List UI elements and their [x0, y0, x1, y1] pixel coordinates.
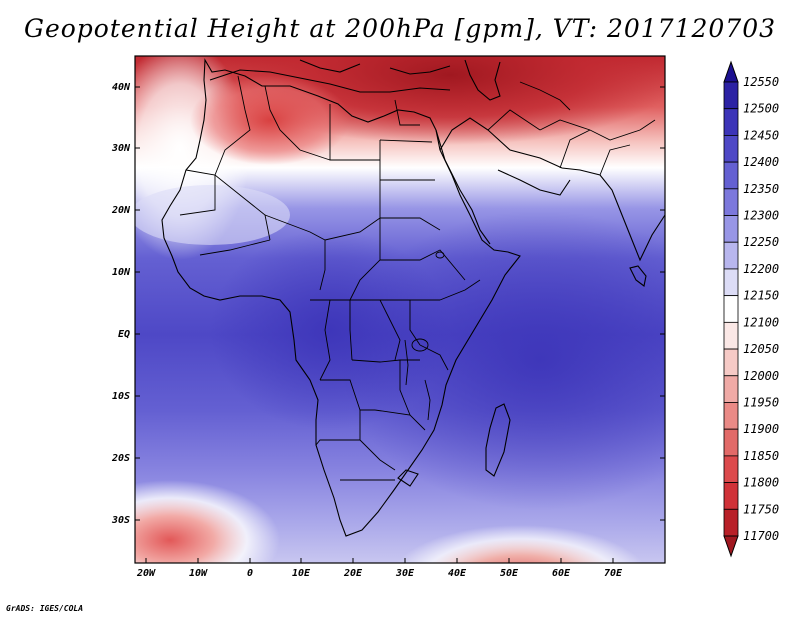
lon-tick-label: 70E [604, 568, 623, 579]
grads-credit: GrADS: IGES/COLA [6, 604, 84, 613]
colorbar: 11700 11750 11800 11850 11900 11950 12000 12050… [723, 60, 779, 558]
colorbar-label: 11950 [743, 395, 779, 409]
colorbar-swatch [723, 81, 739, 110]
colorbar-swatch [723, 455, 739, 483]
borders [179, 75, 656, 481]
colorbar-swatch [723, 188, 739, 216]
lon-tick-label: 30E [395, 568, 415, 579]
colorbar-label: 11900 [743, 422, 779, 436]
lat-axis: 40N 30N 20N 10N EQ 10S 20S 30S [111, 82, 665, 526]
coastlines [161, 58, 665, 537]
lat-tick-label: 20S [111, 453, 130, 464]
lat-tick-label: 30S [111, 515, 130, 526]
lon-tick-label: 10W [189, 568, 208, 579]
colorbar-label: 11850 [743, 449, 779, 463]
colorbar-label: 12250 [743, 235, 779, 249]
colorbar-swatch [723, 108, 739, 136]
lon-tick-label: 20E [343, 568, 363, 579]
colorbar-label: 12300 [743, 209, 779, 223]
colorbar-swatch [723, 508, 739, 537]
colorbar-swatch [723, 348, 739, 377]
lat-tick-label: EQ [118, 329, 130, 340]
colorbar-label: 12350 [743, 182, 779, 196]
colorbar-label: 12450 [743, 128, 779, 142]
colorbar-label: 11700 [743, 529, 779, 543]
map-title: Geopotential Height at 200hPa [gpm], VT:… [23, 14, 777, 43]
colorbar-label: 11800 [743, 476, 779, 490]
lat-tick-label: 30N [111, 143, 131, 154]
colorbar-swatch [723, 241, 739, 270]
lon-tick-label: 60E [552, 568, 571, 579]
lon-tick-label: 40E [448, 568, 467, 579]
lon-tick-label: 50E [500, 568, 519, 579]
colorbar-arrow-low [723, 535, 739, 558]
colorbar-label: 12000 [743, 369, 779, 383]
colorbar-arrow-high [723, 60, 739, 83]
colorbar-label: 12500 [743, 102, 779, 116]
lat-tick-label: 10N [112, 267, 131, 278]
lat-tick-label: 40N [112, 82, 131, 93]
lon-tick-label: 10E [292, 568, 311, 579]
lat-tick-label: 20N [111, 205, 131, 216]
colorbar-swatch [723, 428, 739, 457]
colorbar-label: 12150 [743, 289, 779, 303]
plot-frame [134, 55, 666, 564]
lakes [404, 251, 445, 421]
height-field [135, 56, 665, 563]
colorbar-swatch [723, 161, 739, 190]
colorbar-label: 12400 [743, 155, 779, 169]
colorbar-swatch [723, 402, 739, 430]
colorbar-swatch [723, 295, 739, 323]
colorbar-label: 11750 [743, 502, 779, 516]
colorbar-swatch [723, 375, 739, 403]
colorbar-label: 12550 [743, 75, 779, 89]
colorbar-label: 12050 [743, 342, 779, 356]
lon-tick-label: 20W [136, 568, 156, 579]
lat-tick-label: 10S [112, 391, 130, 402]
colorbar-swatch [723, 135, 739, 163]
colorbar-swatch [723, 268, 739, 297]
colorbar-swatch [723, 215, 739, 243]
colorbar-swatch [723, 482, 739, 510]
colorbar-swatch [723, 321, 739, 350]
colorbar-label: 12200 [743, 262, 779, 276]
lon-axis: 20W 10W 0 10E 20E 30E 40E 50E 60E 70E [136, 558, 623, 579]
colorbar-label: 12100 [743, 315, 779, 329]
lon-tick-label: 0 [247, 568, 253, 579]
